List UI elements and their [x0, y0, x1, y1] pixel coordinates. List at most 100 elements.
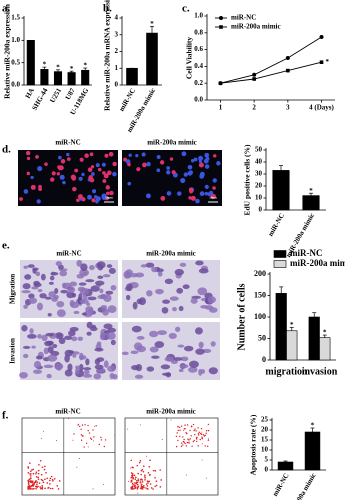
cell — [31, 345, 36, 349]
event — [143, 486, 145, 489]
event — [139, 424, 141, 426]
event — [176, 432, 178, 434]
y-tick-label: 0 — [115, 81, 119, 89]
image-column-label: miR-200a mimic — [146, 250, 196, 258]
y-tick-label: 0.5 — [11, 58, 20, 66]
cell — [87, 194, 92, 200]
cell — [41, 334, 48, 342]
marker — [319, 35, 324, 39]
cell — [188, 360, 199, 368]
event — [49, 483, 51, 485]
event — [195, 440, 198, 443]
cell — [78, 282, 87, 286]
x-tick-label: invasion — [302, 366, 338, 377]
cell — [190, 297, 198, 304]
cell — [78, 176, 83, 181]
cell — [149, 330, 159, 338]
event — [138, 461, 141, 464]
event — [40, 437, 42, 439]
event — [46, 482, 49, 484]
cell — [54, 288, 59, 294]
event — [148, 480, 151, 483]
cell — [156, 168, 161, 173]
cell — [112, 161, 117, 167]
cell — [103, 330, 110, 334]
x-tick-label: U87 — [64, 86, 77, 101]
event — [92, 429, 94, 431]
cell — [68, 330, 76, 337]
event — [87, 424, 89, 427]
cell — [109, 372, 115, 379]
cell — [29, 328, 34, 334]
cell — [164, 356, 174, 362]
cell — [38, 184, 42, 189]
cell — [91, 198, 96, 203]
cell — [127, 181, 132, 186]
y-tick-label: 200 — [254, 269, 266, 278]
event — [130, 459, 133, 462]
event — [149, 483, 152, 485]
image-column-label: miR-200a mimic — [147, 139, 197, 147]
event — [88, 432, 91, 434]
event — [31, 469, 33, 471]
cell — [204, 184, 209, 190]
event — [134, 482, 136, 484]
event — [201, 431, 203, 433]
significance: * — [311, 422, 315, 430]
cell — [47, 354, 58, 362]
cell — [77, 336, 84, 341]
cell — [64, 369, 73, 377]
cell — [161, 306, 169, 314]
cell — [178, 368, 184, 373]
event — [131, 475, 133, 477]
event — [56, 485, 59, 487]
cell — [51, 171, 56, 176]
cell — [154, 341, 165, 349]
event — [81, 424, 84, 426]
event — [131, 482, 134, 485]
event — [29, 473, 31, 475]
cell — [157, 271, 163, 277]
x-tick-label: HA — [24, 87, 36, 100]
y-tick-label: 20 — [261, 426, 269, 434]
cell — [67, 286, 76, 293]
event — [135, 482, 138, 484]
y-tick-label: 1 — [115, 64, 119, 72]
cell — [27, 333, 37, 339]
cell — [172, 307, 177, 312]
y-tick-label: 30 — [255, 170, 263, 178]
event — [93, 436, 95, 438]
image-column-label: miR-NC — [55, 408, 80, 416]
bar — [40, 69, 49, 86]
event — [183, 441, 185, 444]
image-row-label: Migration — [9, 274, 17, 304]
cell — [187, 164, 193, 170]
y-tick-label: 0.4 — [194, 62, 203, 70]
cell — [94, 347, 104, 352]
panel-label: b. — [103, 3, 112, 15]
cell — [195, 198, 200, 204]
cell — [68, 350, 75, 354]
cell — [200, 369, 206, 374]
event — [32, 468, 35, 471]
event — [155, 480, 158, 483]
event — [141, 488, 143, 490]
event — [185, 474, 187, 476]
cell — [30, 175, 34, 180]
cell — [183, 172, 188, 177]
cell — [49, 275, 55, 281]
event — [44, 487, 46, 490]
event — [38, 469, 40, 471]
bar — [302, 195, 320, 211]
event — [27, 472, 30, 474]
cell — [31, 286, 39, 290]
event — [196, 436, 198, 439]
cell — [60, 159, 66, 164]
event — [49, 477, 52, 480]
event — [37, 485, 39, 488]
marker — [319, 60, 324, 64]
cell — [145, 262, 155, 268]
event — [182, 444, 184, 446]
cell — [78, 363, 84, 372]
cell — [127, 162, 131, 167]
